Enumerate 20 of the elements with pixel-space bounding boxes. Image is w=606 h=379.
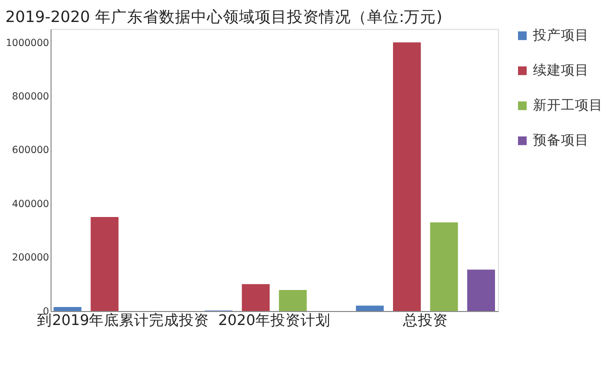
bar <box>430 222 458 311</box>
legend-label: 预备项目 <box>533 132 590 149</box>
chart-title: 2019-2020 年广东省数据中心领域项目投资情况（单位:万元) <box>5 8 442 26</box>
legend-label: 新开工项目 <box>533 98 604 114</box>
bar <box>356 306 384 311</box>
bar <box>54 306 82 311</box>
bar <box>467 270 496 311</box>
legend-label: 投产项目 <box>532 28 590 44</box>
x-tick-label: 2020年投资计划 <box>218 312 330 330</box>
y-tick-label: 1000000 <box>6 38 50 49</box>
y-tick-label: 200000 <box>12 252 50 264</box>
bar <box>242 284 270 311</box>
x-tick-label: 总投资 <box>402 312 448 330</box>
bar <box>90 216 119 311</box>
y-tick-label: 800000 <box>12 91 50 102</box>
legend-label: 续建项目 <box>533 62 590 79</box>
bar <box>393 42 421 311</box>
y-tick-label: 400000 <box>12 198 50 210</box>
y-tick-label: 600000 <box>12 145 50 156</box>
bar <box>278 290 307 311</box>
